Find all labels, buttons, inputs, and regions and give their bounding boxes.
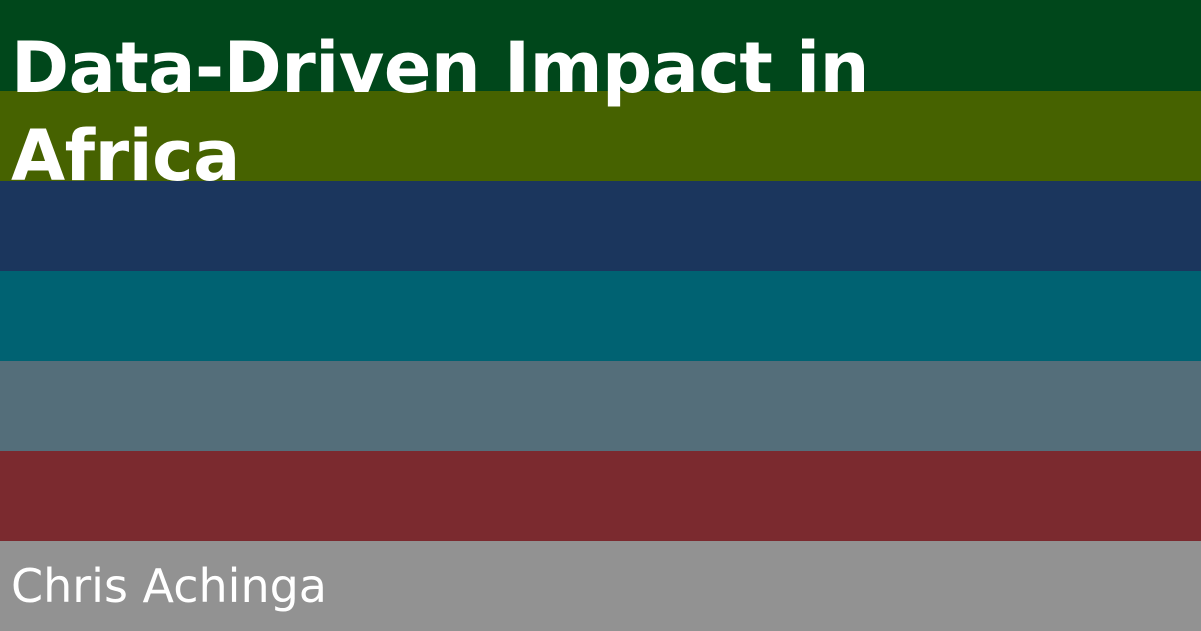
stripe-olive-green — [0, 91, 1201, 181]
author-name: Chris Achinga — [11, 559, 327, 613]
stripe-gray — [0, 541, 1201, 631]
stripe-teal — [0, 271, 1201, 361]
stripe-maroon — [0, 451, 1201, 541]
page-title: Data-Driven Impact in Africa — [11, 27, 870, 197]
stripe-dark-green — [0, 0, 1201, 91]
stripe-navy — [0, 181, 1201, 271]
stripe-slate — [0, 361, 1201, 451]
